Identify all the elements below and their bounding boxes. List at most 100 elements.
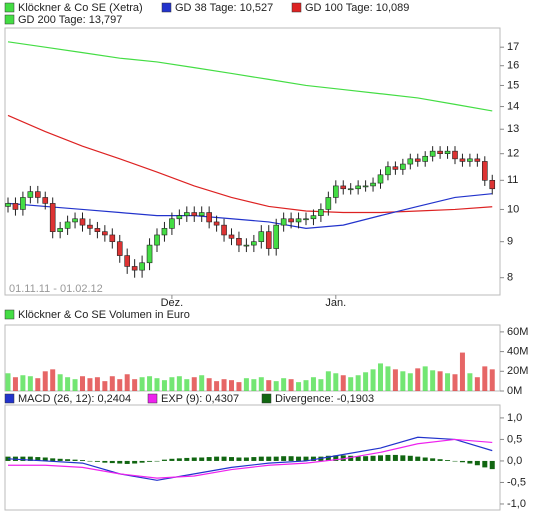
volume-bar: [184, 379, 190, 391]
divergence-bar: [303, 456, 309, 461]
candle-body: [429, 150, 436, 157]
candle-body: [236, 237, 242, 246]
divergence-bar: [489, 460, 495, 470]
candle-body: [474, 158, 481, 162]
legend-swatch: [4, 393, 15, 404]
volume-bar: [288, 379, 294, 391]
divergence-bar: [132, 460, 138, 464]
y-tick-label: 10: [507, 203, 519, 215]
divergence-bar: [117, 460, 123, 464]
volume-bar: [42, 371, 48, 391]
volume-bar: [147, 376, 153, 391]
macd-line: [7, 436, 493, 481]
divergence-bar: [27, 456, 33, 461]
volume-bar: [229, 380, 234, 391]
divergence-bar: [445, 460, 451, 461]
legend-swatch: [161, 2, 172, 13]
volume-bar: [303, 380, 309, 391]
y-tick-label: 15: [507, 79, 519, 91]
volume-bar: [50, 369, 56, 391]
divergence-bar: [340, 455, 346, 461]
volume-bar: [87, 378, 93, 391]
divergence-bar: [236, 457, 242, 461]
candle-body: [258, 231, 265, 242]
candle-body: [94, 228, 101, 232]
divergence-bar: [221, 456, 227, 461]
legend-swatch: [4, 2, 15, 13]
candle-body: [452, 150, 458, 160]
volume-bar: [400, 371, 406, 391]
divergence-bar: [57, 458, 63, 461]
volume-bar: [132, 379, 138, 391]
candle-body: [87, 224, 93, 229]
volume-bar: [430, 370, 436, 391]
y-tick-label: 8: [507, 272, 513, 284]
divergence-bar: [363, 456, 369, 461]
divergence-bar: [258, 456, 264, 461]
volume-bar: [154, 378, 160, 391]
candle-body: [221, 224, 227, 236]
volume-bar: [355, 375, 361, 391]
volume-bar: [467, 373, 473, 391]
divergence-bar: [348, 455, 354, 461]
y-tick-label: 0M: [507, 385, 522, 397]
divergence-bar: [206, 457, 212, 461]
volume-bar: [482, 366, 488, 391]
candle-body: [481, 161, 488, 181]
volume-bar: [12, 377, 18, 391]
volume-bar: [422, 366, 428, 391]
candle-body: [109, 234, 116, 242]
date-range: 01.11.11 - 01.02.12: [9, 283, 103, 295]
volume-bar: [221, 379, 227, 391]
divergence-bar: [273, 456, 279, 461]
divergence-bar: [385, 454, 391, 461]
volume-bar: [27, 376, 33, 391]
candle-body: [325, 197, 332, 210]
volume-bar: [459, 352, 465, 391]
divergence-bar: [72, 459, 78, 461]
candle-body: [459, 158, 466, 162]
divergence-bar: [370, 455, 376, 461]
y-tick-label: 1,0: [507, 412, 522, 424]
volume-bar: [102, 381, 108, 391]
volume-bar: [407, 373, 413, 391]
legend-label: Klöckner & Co SE Volumen in Euro: [18, 309, 190, 321]
divergence-bar: [281, 456, 287, 461]
divergence-bar: [214, 456, 220, 461]
legend-label: GD 100 Tage: 10,089: [305, 2, 409, 14]
legend-label: Klöckner & Co SE (Xetra): [18, 2, 143, 14]
divergence-bar: [251, 457, 257, 461]
candle-body: [444, 150, 451, 154]
candle-body: [362, 185, 369, 188]
volume-bar: [392, 369, 398, 391]
divergence-bar: [109, 460, 115, 464]
y-tick-label: 0,0: [507, 455, 522, 467]
y-tick-label: 16: [507, 60, 519, 72]
volume-bar: [35, 378, 41, 391]
candle-body: [340, 185, 347, 190]
divergence-bar: [430, 458, 436, 461]
volume-bar: [80, 376, 85, 391]
candle-body: [347, 188, 354, 191]
candle-body: [310, 215, 317, 220]
candle-body: [318, 209, 324, 216]
legend-label: GD 200 Tage: 13,797: [18, 14, 122, 26]
divergence-bar: [452, 460, 458, 462]
divergence-bar: [154, 460, 160, 462]
moving-average: [7, 193, 493, 229]
divergence-bar: [243, 457, 249, 461]
candle-body: [213, 221, 220, 226]
y-tick-label: 40M: [507, 346, 528, 358]
candle-body: [265, 231, 272, 249]
volume-bar: [385, 366, 391, 391]
volume-bar: [489, 369, 495, 391]
divergence-bar: [288, 456, 294, 461]
divergence-bar: [139, 460, 145, 463]
candle-body: [243, 244, 250, 247]
volume-bar: [281, 378, 287, 391]
volume-bar: [191, 377, 197, 391]
candle-body: [72, 218, 78, 223]
volume-bar: [437, 371, 443, 391]
volume-bar: [325, 371, 331, 391]
candle-body: [131, 266, 138, 271]
